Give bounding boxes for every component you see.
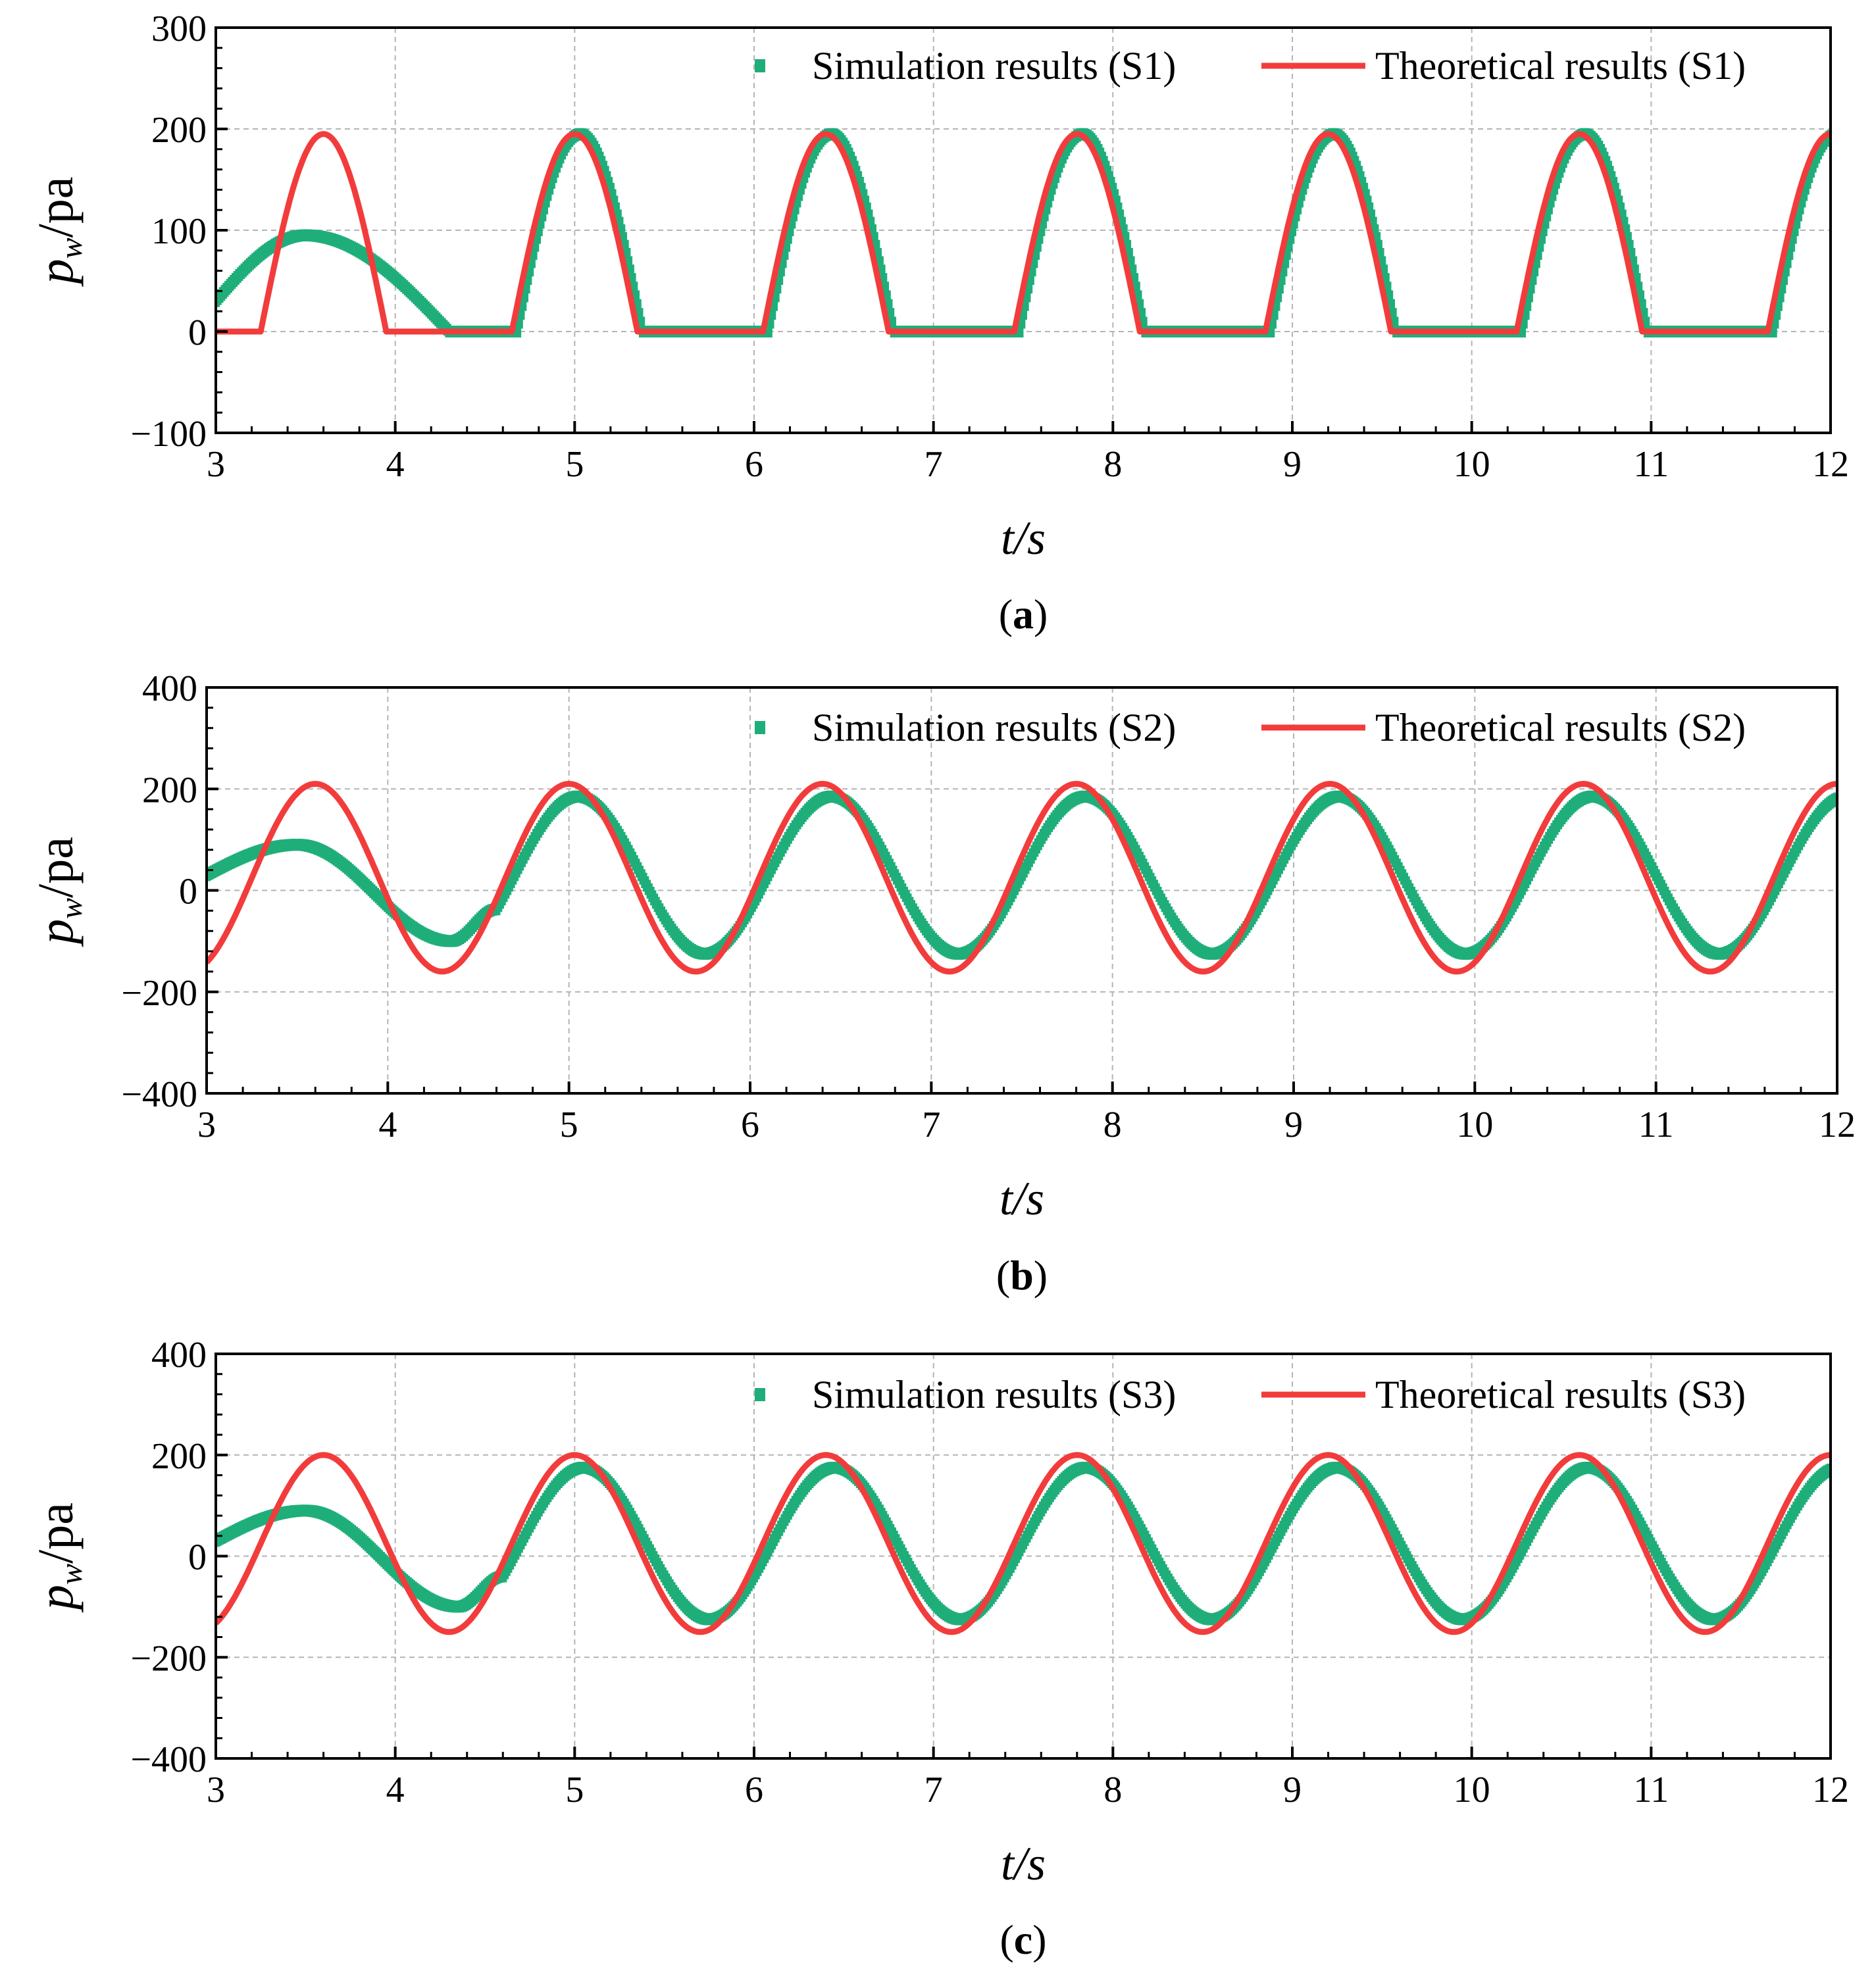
theoretical-legend-label: Theoretical results (S2) [1375,706,1746,749]
y-axis-unit: /pa [28,1503,84,1564]
theoretical-line [216,1452,1831,1635]
simulation-legend-marker [755,1388,765,1401]
y-tick-label: 0 [188,1537,207,1578]
panel-b: 3 4 5 6 7 8 9 10 11 12 −400 −200 0 200 400 t/s pw/pa Simu… [28,668,1856,1299]
x-tick-label: 12 [1812,1770,1849,1810]
y-axis-subscript: w [54,237,89,259]
x-tick-label: 11 [1633,444,1669,485]
y-tick-label: 0 [188,312,207,353]
simulation-legend-marker [755,721,765,734]
y-axis-symbol: p [28,1585,84,1613]
theoretical-series-c [216,1452,1831,1635]
y-tick-label: 200 [151,1436,207,1477]
x-tick-label: 8 [1103,1770,1122,1810]
simulation-legend-label: Simulation results (S3) [812,1373,1176,1416]
legend-a: Simulation results (S1) Theoretical resul… [755,44,1746,87]
y-tick-label: 400 [142,668,197,709]
y-axis-symbol: p [28,259,84,287]
simulation-point [1827,1463,1831,1476]
x-tick-label: 6 [741,1105,759,1145]
x-tick-label: 12 [1812,444,1849,485]
y-axis-label: pw/pa [28,837,89,947]
y-tick-label: 200 [151,110,207,151]
panel-caption-letter: b [1010,1252,1034,1299]
y-axis-subscript: w [54,898,89,919]
y-tick-label: 200 [142,770,197,810]
x-axis-label: t/s [1000,1172,1044,1225]
y-tick-label: 300 [151,9,207,49]
x-tick-label: 4 [386,444,405,485]
y-axis-subscript: w [54,1564,89,1585]
panel-caption: (c) [1000,1916,1046,1963]
y-tick-label: 100 [151,211,207,252]
simulation-legend-label: Simulation results (S1) [812,44,1176,87]
theoretical-line [207,781,1837,975]
x-tick-label: 9 [1283,1770,1302,1810]
x-tick-label: 6 [745,1770,763,1810]
y-axis-unit: /pa [28,837,84,898]
panel-c: 3 4 5 6 7 8 9 10 11 12 −400 −200 0 200 400 t/s pw/pa Simu… [28,1335,1849,1963]
legend-c: Simulation results (S3) Theoretical resul… [755,1373,1746,1416]
y-axis-label: pw/pa [28,177,89,287]
panel-caption-letter: a [1013,591,1034,637]
panel-caption: (a) [999,591,1048,637]
x-tick-label: 11 [1638,1105,1674,1145]
x-tick-label: 5 [565,1770,584,1810]
x-tick-label: 11 [1633,1770,1669,1810]
legend-b: Simulation results (S2) Theoretical resul… [755,706,1746,749]
x-tick-label: 5 [560,1105,578,1145]
y-axis-symbol: p [28,919,84,947]
x-tick-label: 4 [378,1105,397,1145]
x-tick-label: 3 [197,1105,216,1145]
y-tick-label: 400 [151,1335,207,1376]
x-tick-label: 9 [1284,1105,1303,1145]
simulation-series-c [216,1462,1831,1626]
simulation-series-b [207,790,1837,960]
theoretical-legend-label: Theoretical results (S1) [1375,44,1746,87]
x-tick-label: 6 [745,444,763,485]
panel-a: 3 4 5 6 7 8 9 10 11 12 −100 0 100 200 300 t/s pw/pa Simul… [28,9,1849,637]
y-axis-unit: /pa [28,177,84,238]
y-tick-label: −100 [130,414,207,455]
theoretical-series-a [216,131,1831,335]
x-tick-label: 8 [1103,1105,1122,1145]
panel-caption-letter: c [1014,1916,1032,1963]
x-tick-label: 10 [1454,444,1490,485]
x-tick-label: 4 [386,1770,405,1810]
y-tick-label: −200 [121,973,197,1014]
x-tick-label: 9 [1283,444,1302,485]
y-tick-label: −200 [130,1638,207,1679]
y-tick-label: −400 [130,1739,207,1780]
theoretical-legend-label: Theoretical results (S3) [1375,1373,1746,1416]
simulation-series-a [216,128,1831,337]
y-tick-label: 0 [179,872,197,912]
simulation-point [1833,792,1837,805]
x-tick-label: 5 [565,444,584,485]
x-tick-label: 7 [924,444,943,485]
simulation-legend-marker [755,59,765,72]
x-tick-label: 3 [207,444,225,485]
y-axis-label: pw/pa [28,1503,89,1613]
x-tick-label: 10 [1454,1770,1490,1810]
theoretical-line [216,131,1831,335]
x-tick-label: 7 [922,1105,940,1145]
x-tick-label: 8 [1103,444,1122,485]
x-tick-label: 3 [207,1770,225,1810]
simulation-legend-label: Simulation results (S2) [812,706,1176,749]
x-tick-label: 12 [1819,1105,1856,1145]
x-tick-label: 10 [1456,1105,1493,1145]
theoretical-series-b [207,781,1837,975]
x-axis-label: t/s [1001,1837,1046,1890]
y-tick-label: −400 [121,1074,197,1115]
x-tick-label: 7 [924,1770,943,1810]
panel-caption: (b) [996,1252,1048,1299]
x-axis-label: t/s [1001,512,1046,564]
